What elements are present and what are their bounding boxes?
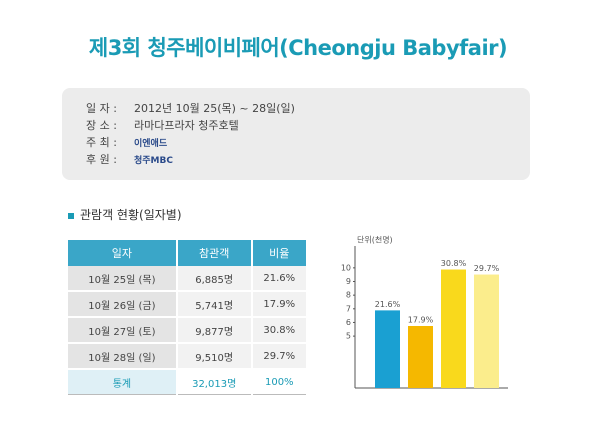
info-row: 일 자 : 2012년 10월 25(목) ~ 28일(일): [86, 100, 295, 116]
cell: 9,510명: [176, 343, 253, 370]
cell: 17.9%: [251, 291, 309, 318]
info-row: 후 원 : 청주MBC: [86, 151, 173, 167]
y-tick-label: 6: [346, 318, 351, 327]
info-box: 일 자 : 2012년 10월 25(목) ~ 28일(일) 장 소 : 라마다프라자…: [62, 88, 530, 180]
total-cell: 통계: [68, 368, 178, 395]
info-value: 라마다프라자 청주호텔: [134, 119, 239, 132]
section-title: 관람객 현황(일자별): [68, 206, 182, 223]
y-tick-label: 7: [346, 304, 351, 313]
cell: 9,877명: [176, 317, 253, 344]
bar-label: 21.6%: [375, 300, 401, 309]
y-axis-label: 단위(천명): [357, 235, 393, 245]
cell: 29.7%: [251, 343, 309, 370]
header-cell: 일자: [68, 240, 178, 266]
y-tick-label: 9: [346, 277, 351, 286]
bar: [375, 310, 400, 388]
title: 제3회 청주베이비페어(Cheongju Babyfair): [88, 36, 508, 60]
info-value: 2012년 10월 25(목) ~ 28일(일): [134, 102, 295, 115]
cell: 5,741명: [176, 291, 253, 318]
bar-label: 29.7%: [474, 264, 500, 273]
info-row: 장 소 : 라마다프라자 청주호텔: [86, 117, 239, 133]
table-row: 10월 26일 (금) 5,741명 17.9%: [68, 291, 309, 318]
cell: 30.8%: [251, 317, 309, 344]
header-cell: 참관객: [176, 240, 253, 266]
info-label: 일 자 :: [86, 102, 117, 115]
total-cell: 100%: [251, 368, 309, 395]
cell: 10월 25일 (목): [68, 266, 178, 292]
table-row: 10월 28일 (일) 9,510명 29.7%: [68, 343, 309, 370]
table: 일자 참관객 비율 10월 25일 (목) 6,885명 21.6% 10월 26일 (금)…: [68, 240, 309, 395]
cell: 10월 26일 (금): [68, 291, 178, 318]
cell: 10월 27일 (토): [68, 317, 178, 344]
table-header: 일자 참관객 비율: [68, 240, 309, 266]
bar: [474, 274, 499, 388]
bar: [408, 325, 433, 388]
info-label: 장 소 :: [86, 119, 117, 132]
table-row: 10월 25일 (목) 6,885명 21.6%: [68, 266, 309, 292]
info-row: 주 최 : 이엔애드: [86, 134, 167, 150]
info-label: 주 최 :: [86, 136, 117, 149]
cell: 6,885명: [176, 266, 253, 292]
y-tick-label: 5: [346, 332, 351, 341]
table-body: 10월 25일 (목) 6,885명 21.6% 10월 26일 (금) 5,741명 1…: [68, 266, 309, 395]
total-row: 통계 32,013명 100%: [68, 368, 309, 395]
header-cell: 비율: [251, 240, 309, 266]
info-label: 후 원 :: [86, 153, 117, 166]
y-tick-label: 10: [341, 263, 351, 272]
total-cell: 32,013명: [176, 368, 253, 395]
table-row: 10월 27일 (토) 9,877명 30.8%: [68, 317, 309, 344]
info-value: 청주MBC: [134, 156, 173, 166]
y-tick-label: 8: [346, 291, 351, 300]
bar: [441, 269, 466, 388]
bar-label: 17.9%: [408, 315, 434, 324]
bar-label: 30.8%: [441, 259, 467, 268]
cell: 21.6%: [251, 266, 309, 292]
cell: 10월 28일 (일): [68, 343, 178, 370]
info-value: 이엔애드: [134, 139, 168, 149]
